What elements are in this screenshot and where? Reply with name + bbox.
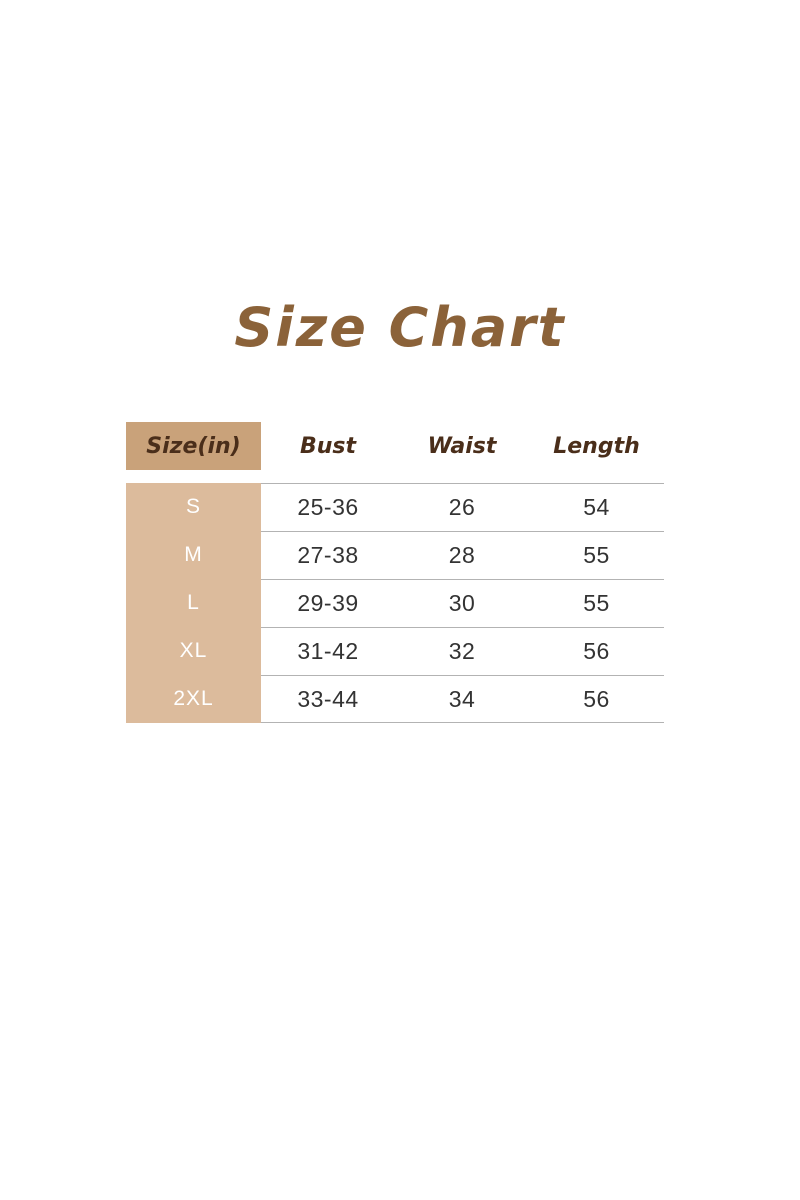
cell-size-label: 2XL (173, 687, 214, 710)
cell-length-value: 55 (583, 541, 610, 568)
cell-length: 56 (529, 675, 664, 723)
row-rule-top (261, 675, 664, 676)
cell-bust-value: 31-42 (297, 637, 359, 664)
cell-bust-value: 33-44 (297, 685, 359, 712)
table-row: S 25-36 26 54 (126, 483, 664, 531)
cell-length-value: 56 (583, 685, 610, 712)
cell-bust: 25-36 (261, 483, 395, 531)
cell-waist: 28 (395, 531, 529, 579)
header-label-waist: Waist (427, 433, 497, 459)
cell-waist-value: 34 (448, 685, 476, 712)
cell-length: 54 (529, 483, 664, 531)
cell-bust: 27-38 (261, 531, 395, 579)
cell-size: 2XL (126, 675, 261, 723)
cell-length-value: 55 (583, 589, 610, 616)
cell-waist-value: 28 (448, 541, 476, 568)
cell-length-value: 54 (583, 493, 610, 520)
header-cell-waist: Waist (395, 422, 529, 470)
cell-bust-value: 27-38 (297, 541, 359, 568)
cell-length: 55 (529, 531, 664, 579)
cell-waist: 34 (395, 675, 529, 723)
cell-waist: 30 (395, 579, 529, 627)
row-rule-top (261, 483, 664, 484)
cell-length: 55 (529, 579, 664, 627)
header-label-size: Size(in) (146, 433, 241, 459)
cell-bust: 31-42 (261, 627, 395, 675)
table-row: L 29-39 30 55 (126, 579, 664, 627)
header-body-gap (126, 470, 664, 483)
cell-bust: 29-39 (261, 579, 395, 627)
cell-bust-value: 25-36 (297, 493, 359, 520)
cell-size-label: M (184, 543, 203, 566)
cell-waist-value: 30 (448, 589, 476, 616)
table-bottom-rule (261, 722, 664, 723)
cell-size-label: XL (179, 639, 208, 662)
header-cell-size: Size(in) (126, 422, 261, 470)
cell-waist-value: 32 (448, 637, 476, 664)
cell-size: S (126, 483, 261, 531)
cell-waist: 32 (395, 627, 529, 675)
cell-size: XL (126, 627, 261, 675)
cell-size: M (126, 531, 261, 579)
header-cell-length: Length (529, 422, 664, 470)
cell-waist-value: 26 (448, 493, 476, 520)
row-rule-top (261, 531, 664, 532)
table-header-row: Size(in) Bust Waist Length (126, 422, 664, 470)
header-label-length: Length (553, 433, 640, 459)
size-chart-table: Size(in) Bust Waist Length S 25-36 26 (126, 422, 664, 723)
header-cell-bust: Bust (261, 422, 395, 470)
table-row: XL 31-42 32 56 (126, 627, 664, 675)
row-rule-top (261, 627, 664, 628)
cell-size-label: S (185, 495, 201, 518)
table-body: S 25-36 26 54 M 27-38 28 (126, 483, 664, 723)
cell-size: L (126, 579, 261, 627)
table-row: 2XL 33-44 34 56 (126, 675, 664, 723)
cell-bust-value: 29-39 (297, 589, 359, 616)
page-title: Size Chart (234, 296, 566, 359)
table-row: M 27-38 28 55 (126, 531, 664, 579)
cell-length-value: 56 (583, 637, 610, 664)
cell-waist: 26 (395, 483, 529, 531)
cell-length: 56 (529, 627, 664, 675)
cell-size-label: L (187, 591, 200, 614)
header-label-bust: Bust (299, 433, 357, 459)
row-rule-top (261, 579, 664, 580)
cell-bust: 33-44 (261, 675, 395, 723)
